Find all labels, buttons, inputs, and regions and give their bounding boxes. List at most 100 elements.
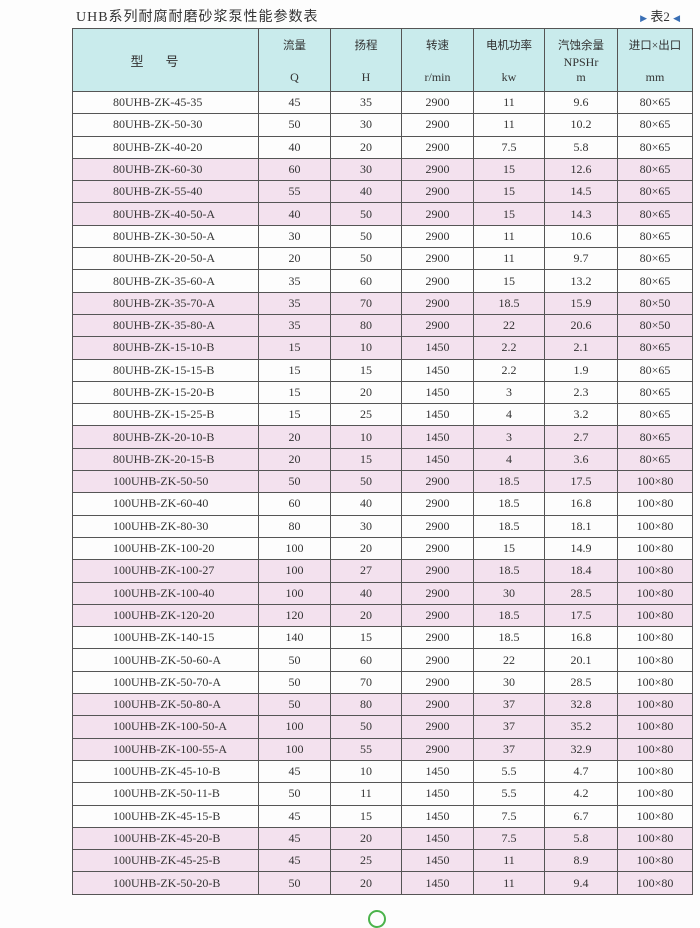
size-cell: 80×65 (617, 269, 693, 293)
npsh-cell: 16.8 (544, 626, 618, 650)
model-cell: 100UHB-ZK-45-20-B (72, 826, 259, 851)
power-cell: 11 (473, 247, 545, 271)
speed-cell: 2900 (401, 470, 474, 494)
head-cell: 20 (330, 536, 402, 561)
flow-cell: 50 (258, 113, 331, 137)
power-cell: 11 (473, 871, 545, 895)
table-row: 100UHB-ZK-45-15-B 45 15 1450 7.5 6.7 100×80 (72, 804, 693, 828)
model-cell: 100UHB-ZK-140-15 (72, 626, 259, 650)
npsh-cell: 18.1 (544, 514, 618, 538)
npsh-cell: 3.6 (544, 447, 618, 472)
model-cell: 100UHB-ZK-100-20 (72, 536, 259, 561)
header-power: 电机功率 kw (473, 28, 545, 92)
table-row: 100UHB-ZK-140-15 140 15 2900 18.5 16.8 100×80 (72, 626, 693, 650)
flow-cell: 60 (258, 157, 331, 182)
flow-cell: 40 (258, 202, 331, 226)
table-row: 100UHB-ZK-80-30 80 30 2900 18.5 18.1 100×80 (72, 514, 693, 538)
flow-cell: 100 (258, 559, 331, 583)
flow-cell: 140 (258, 626, 331, 650)
model-cell: 100UHB-ZK-60-40 (72, 492, 259, 516)
header-head: 扬程 H (330, 28, 402, 92)
speed-cell: 2900 (401, 269, 474, 293)
npsh-cell: 9.4 (544, 871, 618, 895)
flow-cell: 60 (258, 492, 331, 516)
power-cell: 7.5 (473, 135, 545, 159)
head-cell: 20 (330, 603, 402, 628)
flow-cell: 15 (258, 380, 331, 405)
document-title: UHB系列耐腐耐磨砂浆泵性能参数表 (76, 10, 319, 25)
table-row: 80UHB-ZK-40-50-A 40 50 2900 15 14.3 80×65 (72, 202, 693, 226)
flow-cell: 30 (258, 224, 331, 249)
npsh-cell: 20.1 (544, 648, 618, 672)
power-cell: 15 (473, 269, 545, 293)
size-cell: 100×80 (617, 492, 693, 516)
flow-cell: 120 (258, 603, 331, 628)
model-cell: 80UHB-ZK-15-25-B (72, 403, 259, 427)
power-cell: 30 (473, 670, 545, 695)
table-number: ▶ 表2 ◀ (640, 6, 680, 25)
npsh-cell: 3.2 (544, 403, 618, 427)
table-row: 100UHB-ZK-60-40 60 40 2900 18.5 16.8 100×80 (72, 492, 693, 516)
size-cell: 80×50 (617, 313, 693, 338)
head-cell: 15 (330, 447, 402, 472)
size-cell: 100×80 (617, 670, 693, 695)
size-cell: 80×65 (617, 113, 693, 137)
speed-cell: 1450 (401, 849, 474, 873)
header-size: 进口×出口 mm (617, 28, 693, 92)
head-cell: 20 (330, 380, 402, 405)
model-cell: 80UHB-ZK-20-50-A (72, 247, 259, 271)
npsh-cell: 14.3 (544, 202, 618, 226)
model-cell: 80UHB-ZK-15-10-B (72, 336, 259, 360)
header-speed: 转速 r/min (401, 28, 474, 92)
model-cell: 80UHB-ZK-35-60-A (72, 269, 259, 293)
head-cell: 35 (330, 90, 402, 115)
flow-cell: 100 (258, 581, 331, 605)
model-cell: 100UHB-ZK-100-50-A (72, 715, 259, 739)
power-cell: 7.5 (473, 826, 545, 851)
model-cell: 100UHB-ZK-50-70-A (72, 670, 259, 695)
flow-cell: 100 (258, 715, 331, 739)
table-row: 100UHB-ZK-100-27 100 27 2900 18.5 18.4 100×80 (72, 559, 693, 583)
header-npsh: 汽蚀余量 NPSHr m (544, 28, 618, 92)
model-cell: 80UHB-ZK-30-50-A (72, 224, 259, 249)
size-cell: 80×50 (617, 291, 693, 315)
table-row: 100UHB-ZK-45-10-B 45 10 1450 5.5 4.7 100×80 (72, 759, 693, 784)
power-cell: 7.5 (473, 804, 545, 828)
head-cell: 10 (330, 759, 402, 784)
npsh-cell: 32.9 (544, 737, 618, 761)
npsh-cell: 8.9 (544, 849, 618, 873)
speed-cell: 1450 (401, 447, 474, 472)
size-cell: 100×80 (617, 826, 693, 851)
head-cell: 30 (330, 514, 402, 538)
size-cell: 100×80 (617, 470, 693, 494)
power-cell: 18.5 (473, 559, 545, 583)
power-cell: 4 (473, 403, 545, 427)
npsh-cell: 17.5 (544, 470, 618, 494)
head-cell: 30 (330, 113, 402, 137)
model-cell: 100UHB-ZK-100-40 (72, 581, 259, 605)
npsh-cell: 28.5 (544, 581, 618, 605)
speed-cell: 2900 (401, 247, 474, 271)
size-cell: 80×65 (617, 90, 693, 115)
head-cell: 60 (330, 269, 402, 293)
speed-cell: 2900 (401, 90, 474, 115)
npsh-cell: 18.4 (544, 559, 618, 583)
table-row: 100UHB-ZK-45-20-B 45 20 1450 7.5 5.8 100×80 (72, 826, 693, 851)
power-cell: 18.5 (473, 626, 545, 650)
table-row: 100UHB-ZK-100-20 100 20 2900 15 14.9 100×80 (72, 536, 693, 561)
flow-cell: 50 (258, 670, 331, 695)
power-cell: 11 (473, 849, 545, 873)
flow-cell: 45 (258, 804, 331, 828)
header-model: 型号 (72, 28, 259, 92)
power-cell: 37 (473, 693, 545, 717)
size-cell: 80×65 (617, 403, 693, 427)
power-cell: 15 (473, 202, 545, 226)
npsh-cell: 5.8 (544, 135, 618, 159)
speed-cell: 2900 (401, 113, 474, 137)
flow-cell: 15 (258, 403, 331, 427)
size-cell: 80×65 (617, 380, 693, 405)
head-cell: 80 (330, 693, 402, 717)
size-cell: 80×65 (617, 202, 693, 226)
size-cell: 80×65 (617, 157, 693, 182)
model-cell: 100UHB-ZK-100-27 (72, 559, 259, 583)
